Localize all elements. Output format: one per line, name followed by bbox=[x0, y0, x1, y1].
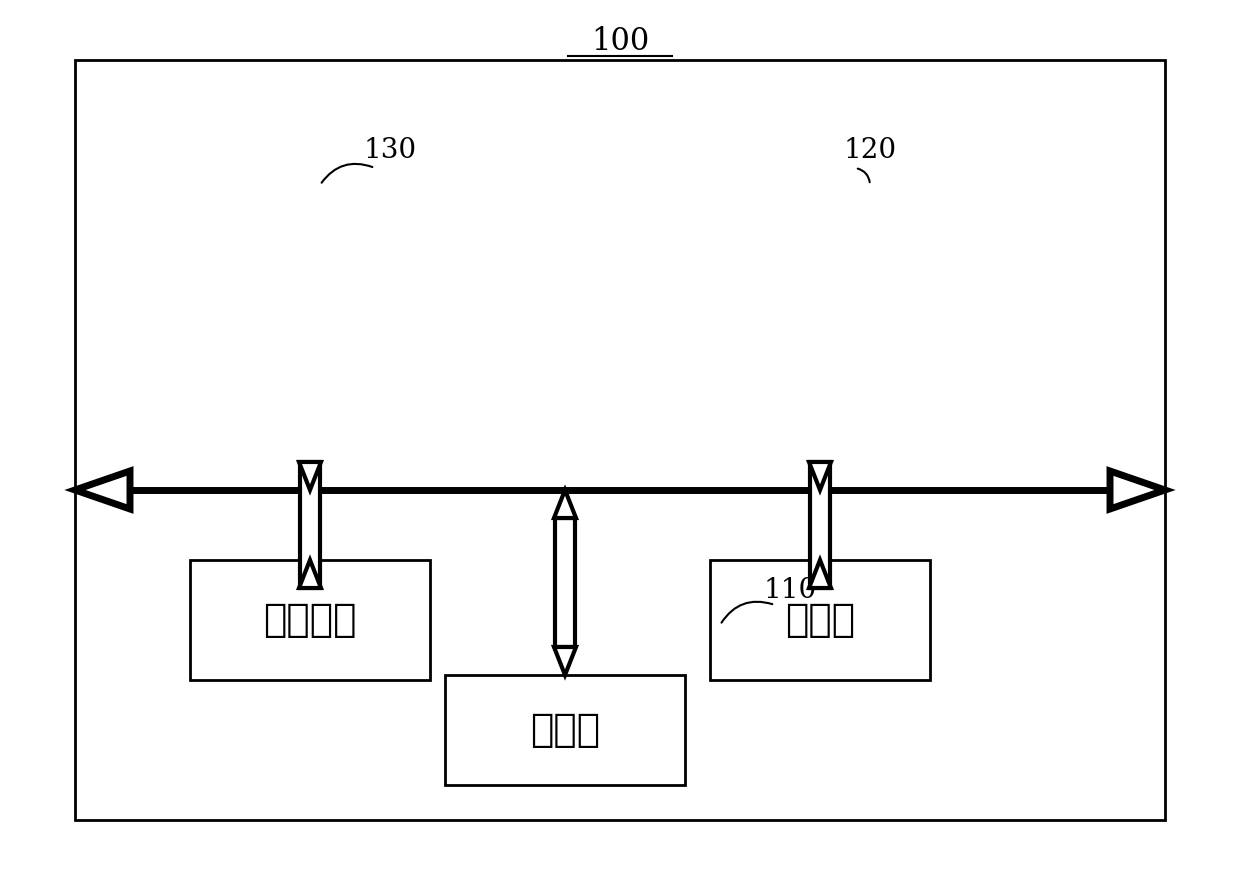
Bar bbox=[810, 462, 830, 588]
Polygon shape bbox=[299, 560, 321, 588]
Text: 存储器: 存储器 bbox=[529, 711, 600, 749]
Bar bbox=[190, 560, 430, 680]
Polygon shape bbox=[808, 560, 831, 588]
Text: 130: 130 bbox=[363, 136, 417, 163]
Bar bbox=[74, 60, 1166, 820]
Polygon shape bbox=[554, 490, 577, 518]
Bar bbox=[556, 518, 575, 647]
Text: 100: 100 bbox=[591, 26, 649, 57]
Text: 处理器: 处理器 bbox=[785, 601, 856, 639]
Bar bbox=[711, 560, 930, 680]
Text: 110: 110 bbox=[764, 576, 817, 603]
Polygon shape bbox=[74, 471, 130, 509]
Text: 120: 120 bbox=[843, 136, 897, 163]
Polygon shape bbox=[299, 462, 321, 490]
Polygon shape bbox=[808, 462, 831, 490]
Polygon shape bbox=[554, 647, 577, 675]
Polygon shape bbox=[1110, 471, 1166, 509]
Text: 通信模块: 通信模块 bbox=[263, 601, 357, 639]
Bar bbox=[300, 462, 320, 588]
Bar bbox=[445, 675, 684, 785]
